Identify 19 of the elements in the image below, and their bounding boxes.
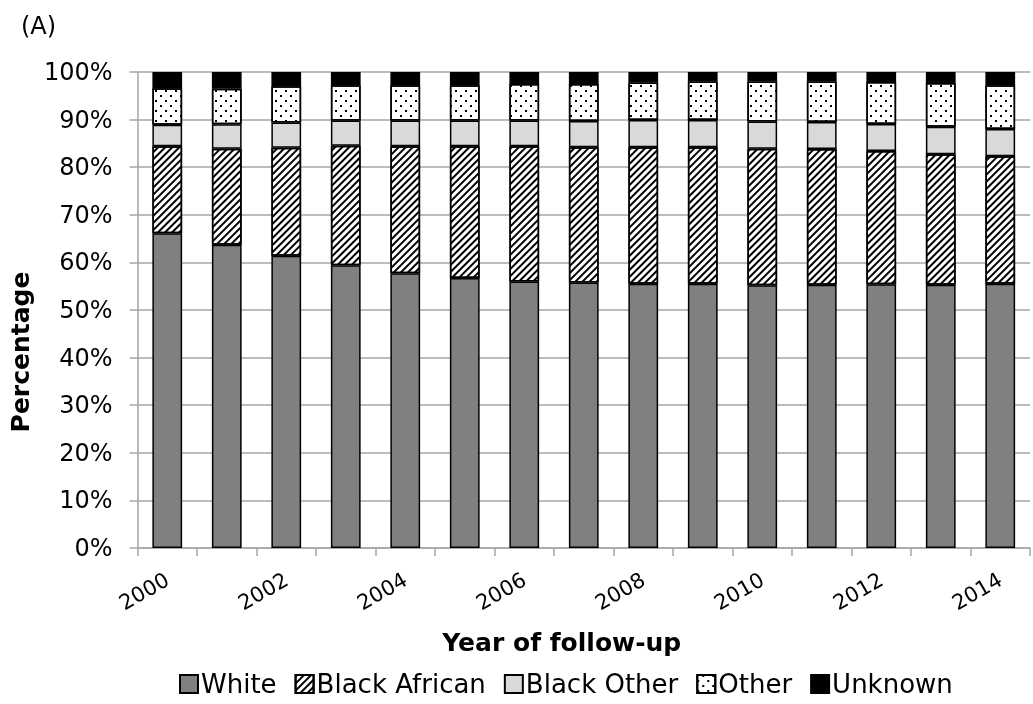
legend-label: Other bbox=[718, 669, 793, 699]
y-tick-label: 40% bbox=[59, 343, 113, 372]
y-tick-label: 50% bbox=[59, 296, 113, 324]
y-tick-label: 100% bbox=[43, 58, 113, 86]
legend-label: Black African bbox=[316, 669, 486, 699]
y-tick-label: 70% bbox=[59, 200, 113, 229]
y-tick-label: 0% bbox=[74, 534, 113, 562]
x-axis-title: Year of follow-up bbox=[441, 628, 682, 657]
y-tick-label: 90% bbox=[59, 105, 113, 134]
y-tick-label: 20% bbox=[59, 438, 113, 467]
legend-label: Unknown bbox=[832, 669, 953, 699]
y-tick-label: 10% bbox=[59, 486, 113, 515]
y-tick-label: 80% bbox=[59, 153, 113, 182]
y-axis-title: Percentage bbox=[6, 271, 35, 433]
legend-label: Black Other bbox=[525, 669, 679, 699]
y-tick-label: 60% bbox=[59, 248, 113, 277]
y-tick-label: 30% bbox=[59, 391, 113, 420]
chart-title: (A) bbox=[21, 12, 57, 40]
legend-label: White bbox=[201, 669, 277, 699]
